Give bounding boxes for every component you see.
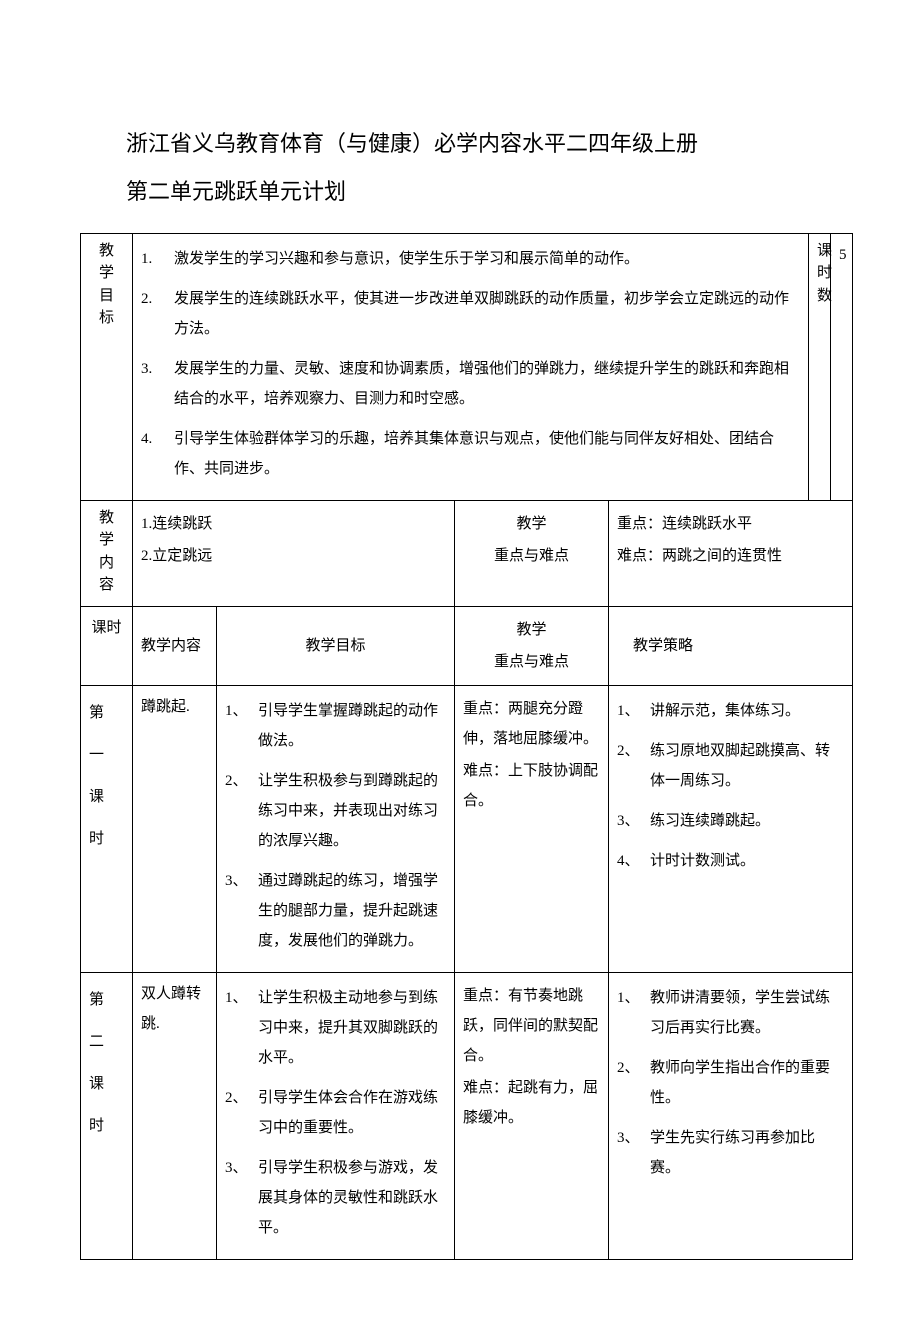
list-item: 学生先实行练习再参加比赛。 (617, 1123, 844, 1183)
hours-value: 5 (839, 247, 847, 263)
lesson1-strategy-list: 讲解示范，集体练习。练习原地双脚起跳摸高、转体一周练习。练习连续蹲跳起。计时计数… (617, 696, 844, 876)
content-header-cell: 教学内容 (81, 500, 133, 607)
lesson2-goals-list: 让学生积极主动地参与到练习中来，提升其双脚跳跃的水平。引导学生体会合作在游戏练习… (225, 983, 446, 1243)
col-kd-header: 教学 重点与难点 (455, 607, 609, 686)
content-header-text: 教学内容 (99, 507, 114, 597)
content-line-2: 2.立定跳远 (141, 541, 446, 571)
list-item: 让学生积极主动地参与到练习中来，提升其双脚跳跃的水平。 (225, 983, 446, 1073)
list-item: 引导学生体会合作在游戏练习中的重要性。 (225, 1083, 446, 1143)
kd-header-top: 教学 (463, 509, 600, 539)
list-item: 讲解示范，集体练习。 (617, 696, 844, 726)
col-strategy-header: 教学策略 (609, 607, 853, 686)
kd-header-cell: 教学 重点与难点 (455, 500, 609, 607)
lesson2-kd-2: 难点：起跳有力，屈膝缓冲。 (463, 1073, 600, 1133)
content-lines-cell: 1.连续跳跃 2.立定跳远 (133, 500, 455, 607)
lesson1-content: 蹲跳起. (141, 699, 190, 715)
kd-lines-cell: 重点：连续跳跃水平 难点：两跳之间的连贯性 (609, 500, 853, 607)
list-item: 发展学生的连续跳跃水平，使其进一步改进单双脚跳跃的动作质量，初步学会立定跳远的动… (141, 284, 800, 344)
col-content-text: 教学内容 (141, 638, 201, 654)
plan-table: 教 学目标 激发学生的学习兴趣和参与意识，使学生乐于学习和展示简单的动作。发展学… (80, 233, 853, 1261)
list-item: 教师向学生指出合作的重要性。 (617, 1053, 844, 1113)
lesson2-content-cell: 双人蹲转跳. (133, 973, 217, 1260)
kd-line-2: 难点：两跳之间的连贯性 (617, 541, 844, 571)
title-line-1: 浙江省义乌教育体育（与健康）必学内容水平二四年级上册 (126, 120, 840, 168)
col-kd-bottom: 重点与难点 (463, 647, 600, 677)
columns-header-row: 课时 教学内容 教学目标 教学 重点与难点 教学策略 (81, 607, 853, 686)
content-row: 教学内容 1.连续跳跃 2.立定跳远 教学 重点与难点 重点：连续跳跃水平 难点… (81, 500, 853, 607)
lesson1-goals-cell: 引导学生掌握蹲跳起的动作做法。让学生积极参与到蹲跳起的练习中来，并表现出对练习的… (217, 686, 455, 973)
lesson1-kd-2: 难点：上下肢协调配合。 (463, 756, 600, 816)
list-item: 练习连续蹲跳起。 (617, 806, 844, 836)
list-item: 练习原地双脚起跳摸高、转体一周练习。 (617, 736, 844, 796)
hours-value-cell: 5 (831, 233, 853, 500)
col-kd-top: 教学 (463, 615, 600, 645)
list-item: 通过蹲跳起的练习，增强学生的腿部力量，提升起跳速度，发展他们的弹跳力。 (225, 866, 446, 956)
kd-line-1: 重点：连续跳跃水平 (617, 509, 844, 539)
col-strategy-text: 教学策略 (633, 638, 693, 654)
document-title: 浙江省义乌教育体育（与健康）必学内容水平二四年级上册 第二单元跳跃单元计划 (80, 120, 840, 217)
col-content-header: 教学内容 (133, 607, 217, 686)
goals-list: 激发学生的学习兴趣和参与意识，使学生乐于学习和展示简单的动作。发展学生的连续跳跃… (141, 244, 800, 484)
list-item: 引导学生体验群体学习的乐趣，培养其集体意识与观点，使他们能与同伴友好相处、团结合… (141, 424, 800, 484)
lesson2-course-cell: 第二课时 (81, 973, 133, 1260)
lesson2-kd-cell: 重点：有节奏地跳跃，同伴间的默契配合。 难点：起跳有力，屈膝缓冲。 (455, 973, 609, 1260)
lesson1-content-cell: 蹲跳起. (133, 686, 217, 973)
hours-label-cell: 课时数 (809, 233, 831, 500)
list-item: 发展学生的力量、灵敏、速度和协调素质，增强他们的弹跳力，继续提升学生的跳跃和奔跑… (141, 354, 800, 414)
lesson-row-2: 第二课时 双人蹲转跳. 让学生积极主动地参与到练习中来，提升其双脚跳跃的水平。引… (81, 973, 853, 1260)
goals-list-cell: 激发学生的学习兴趣和参与意识，使学生乐于学习和展示简单的动作。发展学生的连续跳跃… (133, 233, 809, 500)
lesson1-strategy-cell: 讲解示范，集体练习。练习原地双脚起跳摸高、转体一周练习。练习连续蹲跳起。计时计数… (609, 686, 853, 973)
col-course-text: 课时 (91, 620, 121, 636)
lesson1-goals-list: 引导学生掌握蹲跳起的动作做法。让学生积极参与到蹲跳起的练习中来，并表现出对练习的… (225, 696, 446, 956)
title-line-2: 第二单元跳跃单元计划 (126, 168, 840, 216)
list-item: 教师讲清要领，学生尝试练习后再实行比赛。 (617, 983, 844, 1043)
list-item: 激发学生的学习兴趣和参与意识，使学生乐于学习和展示简单的动作。 (141, 244, 800, 274)
lesson2-goals-cell: 让学生积极主动地参与到练习中来，提升其双脚跳跃的水平。引导学生体会合作在游戏练习… (217, 973, 455, 1260)
goals-header-text: 教 学目标 (99, 240, 114, 330)
goals-row: 教 学目标 激发学生的学习兴趣和参与意识，使学生乐于学习和展示简单的动作。发展学… (81, 233, 853, 500)
document-page: 浙江省义乌教育体育（与健康）必学内容水平二四年级上册 第二单元跳跃单元计划 教 … (0, 0, 920, 1320)
list-item: 引导学生积极参与游戏，发展其身体的灵敏性和跳跃水平。 (225, 1153, 446, 1243)
lesson1-course-label: 第一课时 (89, 692, 104, 860)
lesson-row-1: 第一课时 蹲跳起. 引导学生掌握蹲跳起的动作做法。让学生积极参与到蹲跳起的练习中… (81, 686, 853, 973)
list-item: 让学生积极参与到蹲跳起的练习中来，并表现出对练习的浓厚兴趣。 (225, 766, 446, 856)
lesson1-course-cell: 第一课时 (81, 686, 133, 973)
list-item: 引导学生掌握蹲跳起的动作做法。 (225, 696, 446, 756)
col-goal-text: 教学目标 (305, 638, 365, 654)
list-item: 计时计数测试。 (617, 846, 844, 876)
lesson2-kd-1: 重点：有节奏地跳跃，同伴间的默契配合。 (463, 981, 600, 1071)
lesson1-kd-cell: 重点：两腿充分蹬伸，落地屈膝缓冲。 难点：上下肢协调配合。 (455, 686, 609, 973)
lesson2-strategy-cell: 教师讲清要领，学生尝试练习后再实行比赛。教师向学生指出合作的重要性。学生先实行练… (609, 973, 853, 1260)
lesson2-content: 双人蹲转跳. (141, 986, 201, 1032)
col-goal-header: 教学目标 (217, 607, 455, 686)
lesson1-kd-1: 重点：两腿充分蹬伸，落地屈膝缓冲。 (463, 694, 600, 754)
goals-header-cell: 教 学目标 (81, 233, 133, 500)
lesson2-course-label: 第二课时 (89, 979, 104, 1147)
content-line-1: 1.连续跳跃 (141, 509, 446, 539)
kd-header-bottom: 重点与难点 (463, 541, 600, 571)
lesson2-strategy-list: 教师讲清要领，学生尝试练习后再实行比赛。教师向学生指出合作的重要性。学生先实行练… (617, 983, 844, 1183)
col-course-header: 课时 (81, 607, 133, 686)
hours-label-text: 课时数 (817, 240, 832, 308)
